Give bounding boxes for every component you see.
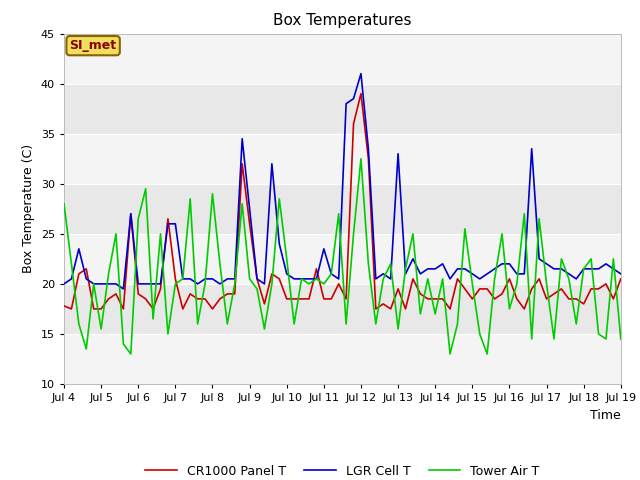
LGR Cell T <box>617 271 625 277</box>
Tower Air T <box>127 351 134 357</box>
LGR Cell T <box>357 71 365 76</box>
LGR Cell T <box>431 266 439 272</box>
Line: LGR Cell T: LGR Cell T <box>64 73 621 289</box>
CR1000 Panel T <box>446 306 454 312</box>
Line: Tower Air T: Tower Air T <box>64 159 621 354</box>
CR1000 Panel T <box>431 296 439 302</box>
LGR Cell T <box>520 271 528 277</box>
Tower Air T <box>260 326 268 332</box>
Title: Box Temperatures: Box Temperatures <box>273 13 412 28</box>
Bar <box>64 134 621 184</box>
Bar <box>64 34 621 84</box>
CR1000 Panel T <box>260 301 268 307</box>
CR1000 Panel T <box>617 276 625 282</box>
Bar <box>64 234 621 284</box>
CR1000 Panel T <box>357 91 365 96</box>
Legend: CR1000 Panel T, LGR Cell T, Tower Air T: CR1000 Panel T, LGR Cell T, Tower Air T <box>140 460 545 480</box>
Tower Air T <box>446 351 454 357</box>
CR1000 Panel T <box>68 306 76 312</box>
Tower Air T <box>431 311 439 317</box>
Tower Air T <box>617 336 625 342</box>
LGR Cell T <box>120 286 127 292</box>
LGR Cell T <box>60 281 68 287</box>
Tower Air T <box>112 231 120 237</box>
CR1000 Panel T <box>120 306 127 312</box>
Y-axis label: Box Temperature (C): Box Temperature (C) <box>22 144 35 274</box>
Tower Air T <box>365 261 372 267</box>
X-axis label: Time: Time <box>590 408 621 421</box>
LGR Cell T <box>112 281 120 287</box>
Tower Air T <box>357 156 365 162</box>
LGR Cell T <box>446 276 454 282</box>
LGR Cell T <box>260 281 268 287</box>
LGR Cell T <box>365 146 372 152</box>
Line: CR1000 Panel T: CR1000 Panel T <box>64 94 621 309</box>
CR1000 Panel T <box>60 303 68 309</box>
Tower Air T <box>520 211 528 216</box>
Bar <box>64 334 621 384</box>
CR1000 Panel T <box>365 156 372 162</box>
CR1000 Panel T <box>520 306 528 312</box>
Tower Air T <box>60 201 68 207</box>
Text: SI_met: SI_met <box>70 39 116 52</box>
